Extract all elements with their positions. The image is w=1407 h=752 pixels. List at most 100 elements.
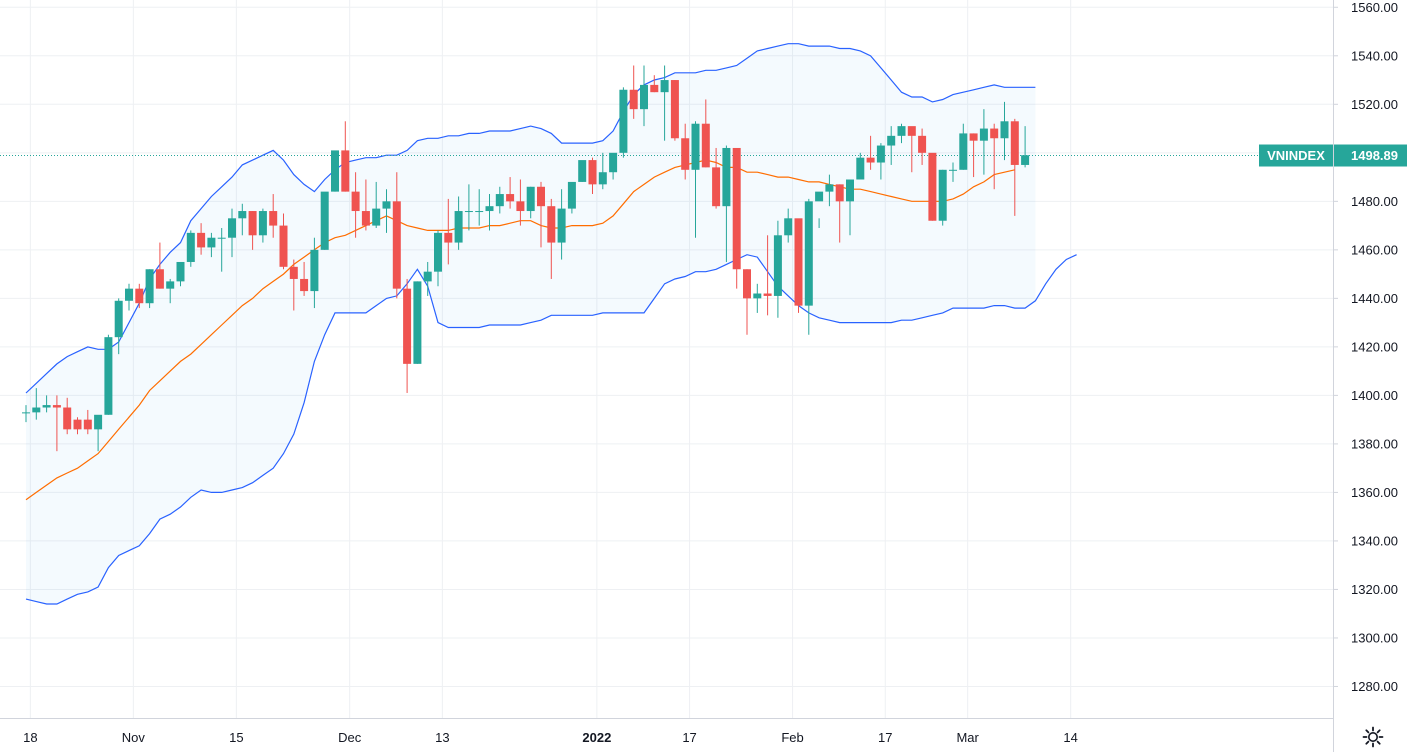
- candle-body: [691, 123, 700, 170]
- candle: [114, 298, 123, 355]
- candle: [959, 123, 968, 170]
- candle-body: [197, 232, 206, 248]
- candle-body: [949, 169, 957, 171]
- candle-body: [918, 135, 927, 153]
- candle: [856, 152, 865, 180]
- candle-body: [567, 181, 576, 209]
- candle-body: [938, 169, 947, 221]
- candle: [94, 414, 103, 452]
- candle: [475, 189, 484, 226]
- candle-body: [351, 191, 360, 212]
- candle: [897, 123, 906, 144]
- candle: [516, 179, 525, 226]
- bollinger-upper-line: [25, 43, 1036, 394]
- candle-body: [629, 89, 638, 110]
- x-tick-label: Dec: [338, 730, 362, 745]
- candle-body: [63, 407, 72, 430]
- candle: [670, 80, 679, 141]
- candle: [598, 152, 607, 190]
- candle: [320, 191, 329, 250]
- candle-body: [670, 80, 679, 139]
- candle-body: [526, 186, 535, 212]
- candle-body: [135, 288, 144, 304]
- candle-body: [423, 271, 432, 282]
- candle-body: [475, 211, 484, 213]
- candle-body: [804, 201, 813, 306]
- candle-body: [145, 269, 154, 304]
- candle: [258, 208, 267, 243]
- candle: [464, 184, 473, 231]
- candle: [629, 65, 638, 119]
- candle: [1021, 126, 1030, 168]
- candle: [825, 174, 834, 207]
- candle: [434, 230, 442, 287]
- bollinger-lower-line: [25, 254, 1077, 605]
- candle: [876, 143, 885, 180]
- candle: [1010, 118, 1019, 216]
- candle: [846, 179, 854, 236]
- candle-body: [588, 160, 597, 185]
- candle: [609, 152, 618, 180]
- candle-body: [907, 126, 916, 136]
- grid: [0, 0, 1333, 718]
- candle-body: [166, 281, 175, 289]
- candle-body: [763, 293, 772, 296]
- y-tick-label: 1360.00: [1351, 485, 1398, 500]
- candle: [784, 208, 793, 243]
- candle: [588, 157, 597, 195]
- candle: [578, 160, 587, 182]
- x-tick-label: 17: [878, 730, 892, 745]
- candle-body: [434, 232, 442, 272]
- candle-body: [681, 138, 690, 170]
- candle: [650, 75, 659, 93]
- candle: [361, 179, 370, 231]
- candle-body: [155, 269, 164, 289]
- candle-body: [52, 405, 61, 408]
- candle: [835, 184, 844, 243]
- candle: [763, 235, 772, 316]
- candle-body: [454, 211, 463, 243]
- candle-body: [866, 157, 875, 163]
- candle-body: [207, 237, 216, 248]
- candle-body: [928, 152, 937, 221]
- candle: [207, 232, 216, 258]
- candle-body: [712, 167, 721, 207]
- candle-body: [846, 179, 854, 202]
- candle-body: [743, 269, 751, 299]
- symbol-tag: VNINDEX: [1267, 148, 1325, 163]
- candle: [691, 121, 700, 238]
- x-tick-label: Feb: [781, 730, 803, 745]
- candle-body: [73, 419, 82, 430]
- candle: [104, 334, 113, 415]
- x-tick-label: 17: [682, 730, 696, 745]
- candle-body: [341, 150, 350, 192]
- candle-body: [392, 201, 401, 289]
- y-tick-label: 1320.00: [1351, 582, 1398, 597]
- candle-body: [217, 237, 226, 239]
- candle: [712, 147, 721, 209]
- candle: [567, 181, 576, 214]
- candle-body: [403, 288, 412, 364]
- candle: [938, 169, 947, 226]
- y-tick-label: 1340.00: [1351, 533, 1398, 548]
- candle: [547, 198, 556, 279]
- candle-body: [856, 157, 865, 180]
- candle-body: [464, 211, 473, 213]
- candle: [351, 172, 360, 238]
- x-tick-label: Mar: [956, 730, 979, 745]
- candle: [423, 261, 432, 296]
- candle: [701, 99, 710, 168]
- settings-gear-icon[interactable]: [1362, 726, 1384, 748]
- candle-body: [1021, 155, 1030, 165]
- candle-body: [413, 281, 422, 364]
- candle-body: [42, 405, 51, 408]
- candle-body: [186, 232, 195, 262]
- price-tag: 1498.89: [1351, 148, 1398, 163]
- candle: [753, 283, 762, 313]
- candle-body: [815, 191, 824, 202]
- x-tick-label: 14: [1063, 730, 1077, 745]
- candle-body: [640, 84, 648, 110]
- candle: [537, 181, 545, 248]
- candle-body: [320, 191, 329, 250]
